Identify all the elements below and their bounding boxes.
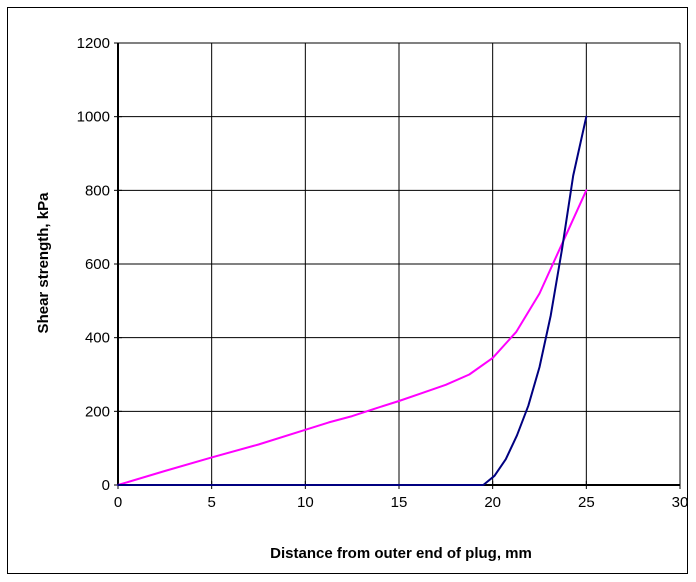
x-tick-label: 25	[578, 494, 595, 511]
chart-frame	[7, 7, 688, 574]
y-tick-label: 600	[85, 256, 110, 273]
x-axis-title: Distance from outer end of plug, mm	[270, 545, 532, 562]
grid	[118, 42, 681, 485]
y-tick-label: 400	[85, 330, 110, 347]
x-tick-label: 5	[207, 494, 215, 511]
y-tick-label: 1200	[77, 35, 110, 52]
x-tick-label: 30	[672, 494, 689, 511]
series-line-2	[117, 115, 588, 486]
axes	[114, 42, 681, 489]
tick-labels: 0 5 10 15 20 25 30 0 200 400 600 800 1000 1200	[77, 35, 689, 511]
y-tick-label: 0	[102, 477, 110, 494]
x-tick-label: 0	[114, 494, 122, 511]
x-tick-label: 15	[391, 494, 408, 511]
x-tick-label: 20	[484, 494, 501, 511]
y-axis-title: Shear strength, kPa	[35, 192, 52, 334]
y-tick-label: 800	[85, 182, 110, 199]
y-tick-label: 200	[85, 403, 110, 420]
y-tick-label: 1000	[77, 109, 110, 126]
series-line-1	[117, 189, 588, 486]
series-layer	[117, 115, 588, 486]
x-tick-label: 10	[297, 494, 314, 511]
